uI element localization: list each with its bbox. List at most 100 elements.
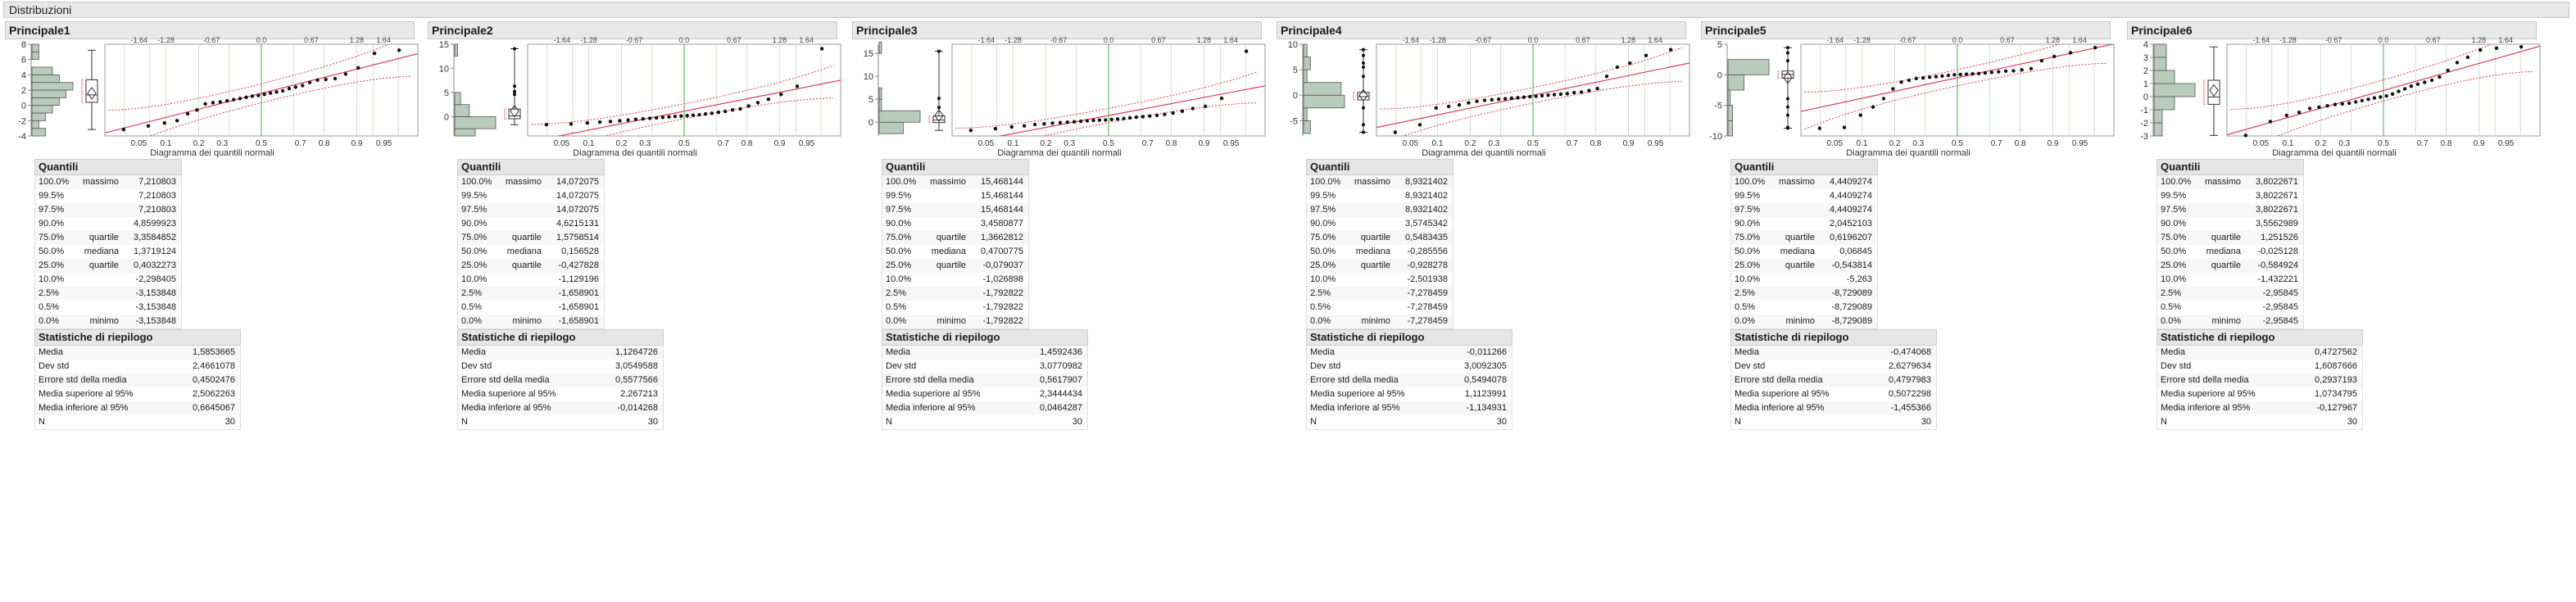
quantile-name: quartile <box>1360 260 1390 270</box>
z-tick-label: 0.0 <box>2379 36 2389 44</box>
quantile-point <box>1115 117 1120 121</box>
panel-principale3[interactable]: Principale3 0 5 10 15 -1.64 -1.28 -0.67 0.0 0.67 1… <box>849 20 1272 602</box>
mean-diamond <box>1783 71 1793 84</box>
quantile-value: -7,278459 <box>1407 316 1448 326</box>
confidence-band <box>955 71 1259 129</box>
table-row: 100.0% massimo 15,468144 <box>882 175 1028 189</box>
quantile-point <box>1522 95 1526 99</box>
summary-label: Media <box>1310 347 1335 357</box>
probability-tick-label: 0.2 <box>1040 139 1051 148</box>
confidence-band <box>2230 44 2492 110</box>
quantile-point <box>1180 109 1185 113</box>
panel-title[interactable]: Principale1 <box>5 21 415 39</box>
y-tick-label: 0 <box>1293 91 1298 101</box>
quantile-value: -0,543814 <box>1831 260 1872 270</box>
panel-principale6[interactable]: Principale6 -3 -2 -1 0 1 2 3 4 -1.64 -1.28 -0.67 0.0… <box>2124 20 2547 602</box>
panel-title[interactable]: Principale6 <box>2127 21 2537 39</box>
quantile-value: -0,025128 <box>2257 247 2298 256</box>
quantile-name <box>1769 217 1820 231</box>
summary-label: Errore std della media <box>1735 375 1823 385</box>
normal-fit-line <box>1376 62 1689 129</box>
quantile-percent: 10.0% <box>39 274 65 284</box>
quantile-point <box>293 85 298 89</box>
summary-value: 30 <box>224 417 235 427</box>
probability-tick-label: 0.3 <box>2338 139 2350 148</box>
summary-label: N <box>1310 417 1317 427</box>
outlier-point <box>1786 113 1789 117</box>
table-row: 100.0% massimo 3,8022671 <box>2157 175 2303 189</box>
quantile-percent: 0.5% <box>2161 302 2182 312</box>
table-row: Media 0,4727562 <box>2157 346 2362 360</box>
table-row: 10.0% -2,298405 <box>35 273 181 287</box>
z-tick-label: -1.28 <box>580 36 597 44</box>
quantile-percent: 99.5% <box>886 191 912 201</box>
quantile-point <box>679 114 683 118</box>
quantile-value: 3,3584852 <box>134 233 176 242</box>
report-title[interactable]: Distribuzioni <box>3 2 2569 18</box>
outlier-point <box>1786 59 1789 63</box>
panel-principale1[interactable]: Principale1 -4 -2 0 2 4 6 8 -1.64 -1.28 -0.67 0.0 0.… <box>2 20 424 602</box>
quantile-percent: 25.0% <box>1310 260 1336 270</box>
table-row: 99.5% 7,210803 <box>35 189 181 203</box>
summary-value: 2,267213 <box>620 389 658 399</box>
table-row: 99.5% 3,8022671 <box>2157 189 2303 203</box>
z-tick-label: -1.28 <box>2279 36 2297 44</box>
quantile-name: quartile <box>936 233 966 242</box>
quantile-name: massimo <box>929 177 966 187</box>
quantile-name <box>920 189 971 203</box>
quantile-percent: 100.0% <box>886 177 917 187</box>
quantile-point <box>2478 48 2483 52</box>
box-iqr <box>85 79 98 103</box>
probability-tick-label: 0.1 <box>2282 139 2293 148</box>
panel-title[interactable]: Principale4 <box>1277 21 1686 39</box>
panel-principale4[interactable]: Principale4 -5 0 5 10 -1.64 -1.28 -0.67 0.0 0.67 1… <box>1273 20 1696 602</box>
quantile-point <box>2325 104 2329 108</box>
panel-principale5[interactable]: Principale5 -10 -5 0 5 -1.64 -1.28 -0.67 0.0 0.67… <box>1698 20 2120 602</box>
probability-tick-label: 0.7 <box>1142 139 1154 148</box>
quantile-point <box>1122 116 1126 120</box>
summary-label: Dev std <box>1310 361 1341 371</box>
quantile-point <box>1219 96 1224 101</box>
quantile-name <box>1769 301 1820 315</box>
quantile-point <box>324 77 328 82</box>
summary-table: Statistiche di riepilogo Media 1,4592436 De… <box>882 329 1088 430</box>
summary-value: -1,134931 <box>1466 403 1507 413</box>
quantile-name <box>1345 301 1395 315</box>
y-tick-label: -10 <box>1709 132 1722 142</box>
panel-title[interactable]: Principale5 <box>1701 21 2111 39</box>
summary-label: Media <box>39 347 63 357</box>
quantile-value: -3,153848 <box>135 288 176 298</box>
probability-tick-label: 0.7 <box>295 139 306 148</box>
outlier-point <box>1786 46 1789 50</box>
quantile-percent: 2.5% <box>1735 288 1756 298</box>
quantile-point <box>356 66 361 70</box>
z-tick-label: 0.67 <box>727 36 742 44</box>
normal-quantile-axis-label: Diagramma dei quantili normali <box>2272 148 2397 158</box>
quantile-point <box>250 94 255 98</box>
quantile-point <box>746 104 751 108</box>
quantile-point <box>2465 55 2470 60</box>
outlier-point <box>1362 48 1365 52</box>
probability-tick-label: 0.7 <box>2417 139 2429 148</box>
quantile-name <box>496 217 546 231</box>
quantile-name <box>2195 189 2246 203</box>
histogram-bar <box>454 92 461 106</box>
quantile-value: -1,792822 <box>982 316 1023 326</box>
quantile-name <box>920 217 971 231</box>
quantile-value: -0,079037 <box>982 260 1023 270</box>
probability-tick-label: 0.05 <box>2253 139 2270 148</box>
panel-principale2[interactable]: Principale2 0 5 10 15 -1.64 -1.28 -0.67 0.0 0.67 1… <box>424 20 847 602</box>
z-tick-label: -0.67 <box>203 36 220 44</box>
quantile-value: 4,4409274 <box>1830 191 1872 201</box>
probability-tick-label: 0.95 <box>1648 139 1664 148</box>
quantile-percent: 99.5% <box>39 191 65 201</box>
z-tick-label: -0.67 <box>626 36 643 44</box>
z-tick-label: -1.28 <box>1853 36 1871 44</box>
quantile-point <box>1490 97 1494 102</box>
table-row: 2.5% -1,792822 <box>882 287 1028 301</box>
panel-title[interactable]: Principale2 <box>428 21 837 39</box>
panel-title[interactable]: Principale3 <box>852 21 1262 39</box>
quantile-point <box>544 122 549 127</box>
quantile-percent: 10.0% <box>461 274 488 284</box>
probability-tick-label: 0.95 <box>799 139 815 148</box>
